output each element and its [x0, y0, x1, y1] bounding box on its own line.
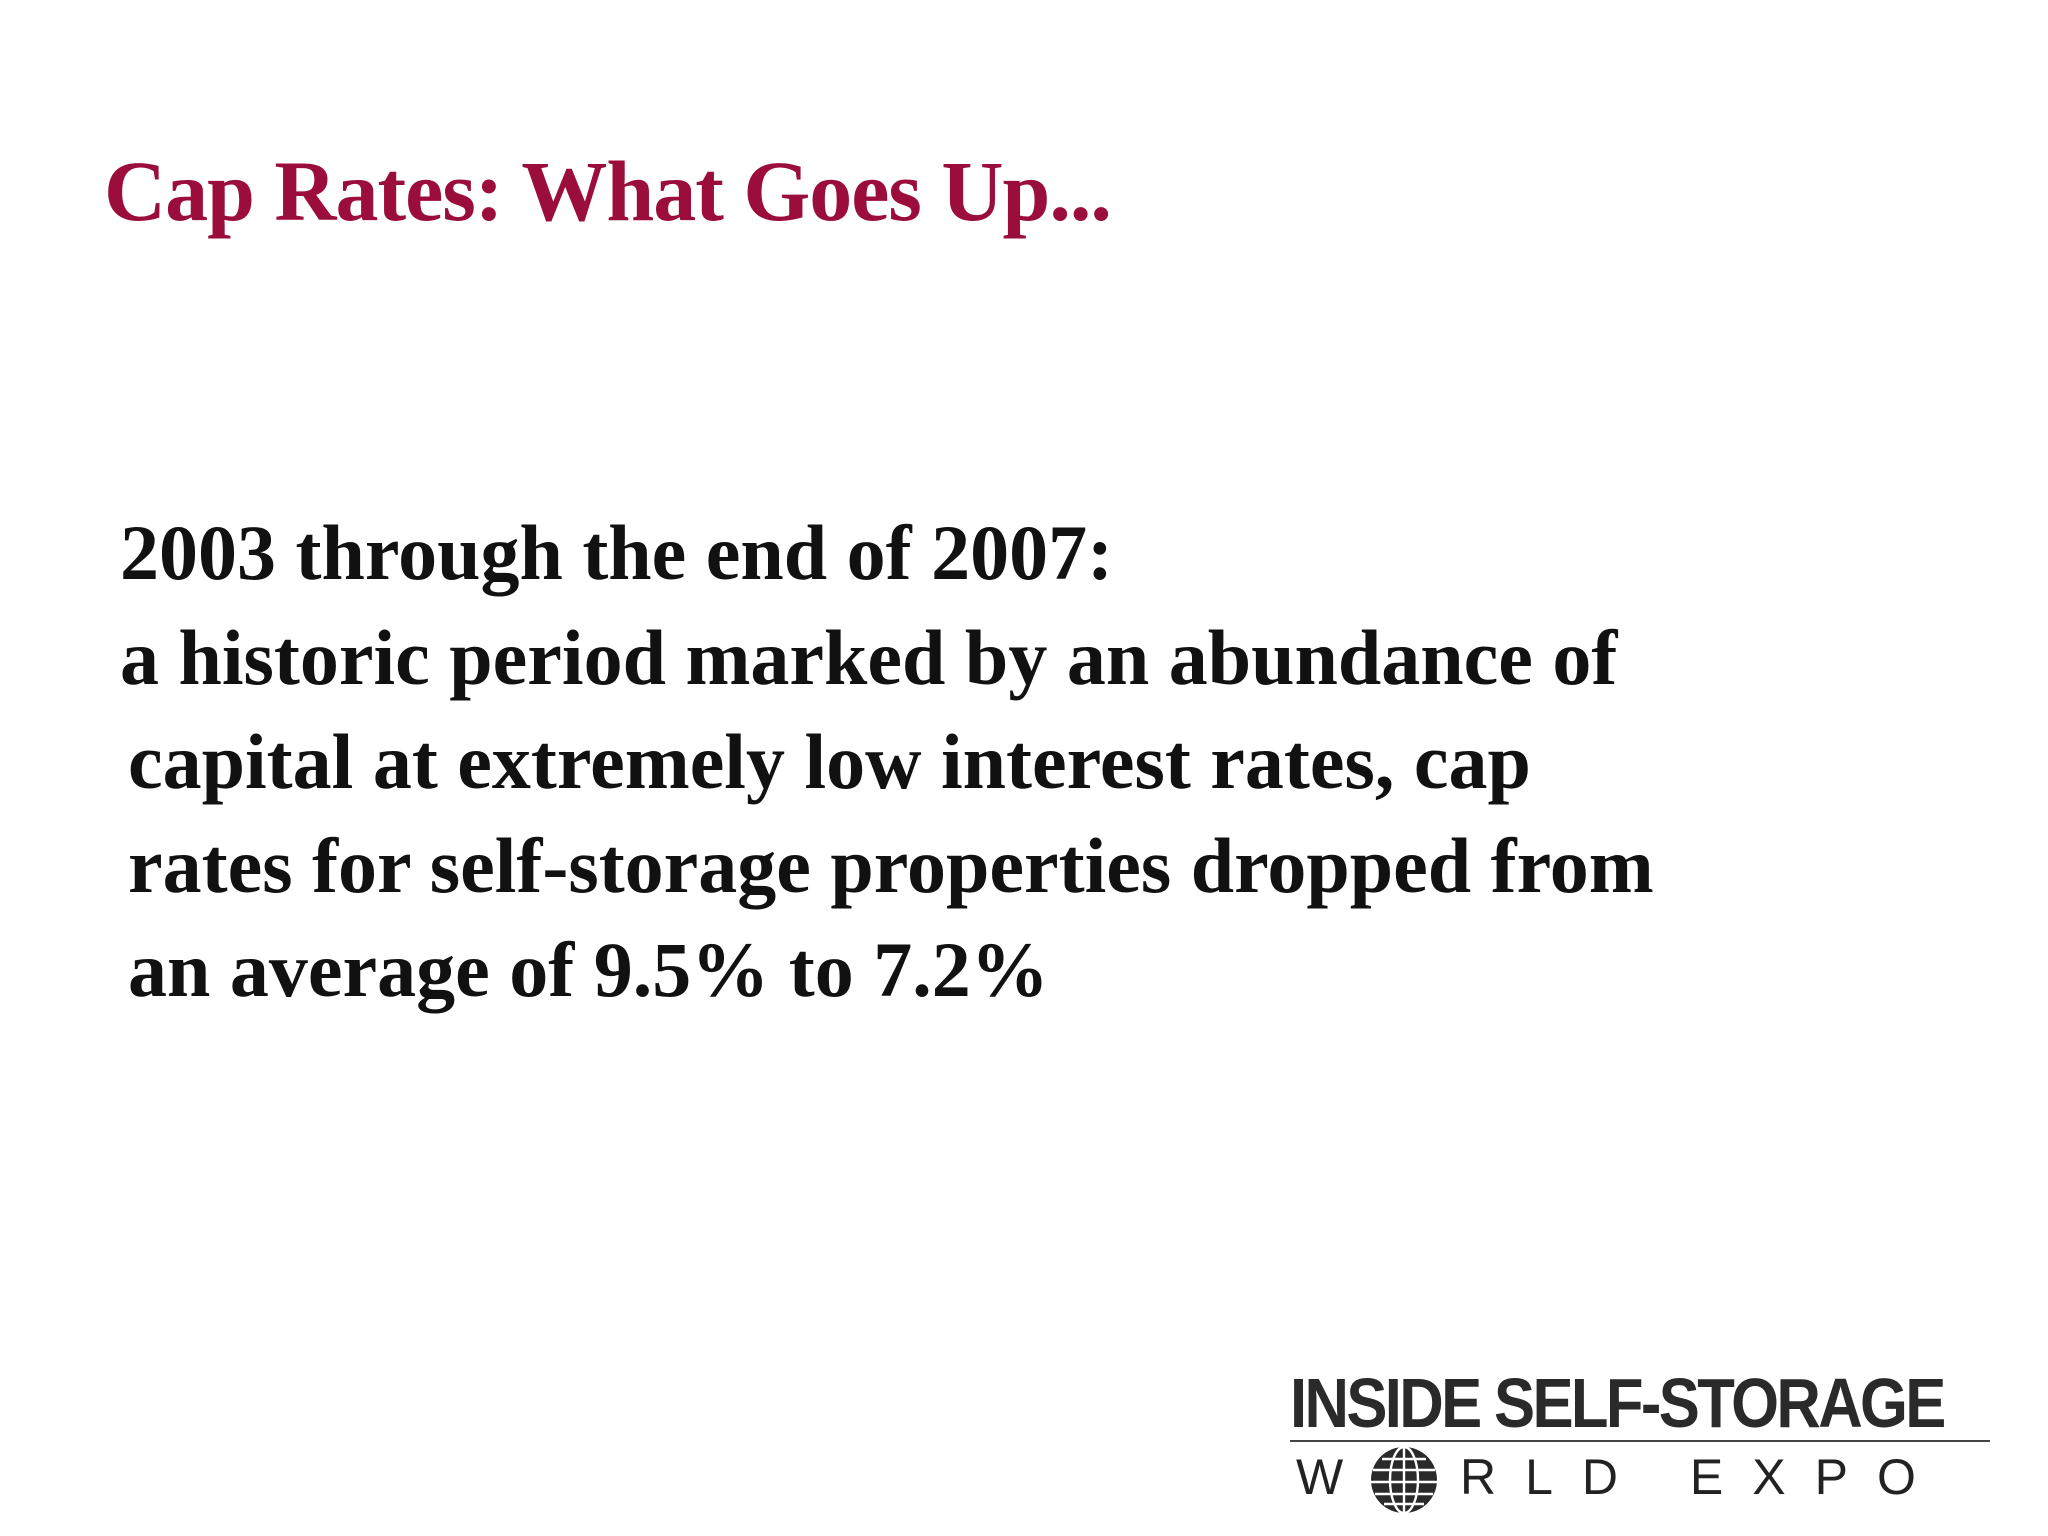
logo-wordmark-top: INSIDE SELF-STORAGE [1290, 1364, 1946, 1442]
logo-divider [1290, 1440, 1990, 1442]
slide-title: Cap Rates: What Goes Up... [104, 143, 1112, 239]
logo-letter-w: W [1296, 1449, 1344, 1505]
globe-icon [1371, 1445, 1437, 1515]
lead-line: 2003 through the end of 2007: [120, 509, 1114, 596]
logo-wordmark-bottom: W RLD EXPO [1290, 1444, 2010, 1515]
body-paragraph: a historic period marked by an abundance… [120, 606, 1920, 1022]
logo-letters-rld-expo: RLD EXPO [1460, 1449, 1945, 1505]
body-line-4: an average of 9.5% to 7.2% [128, 926, 1049, 1013]
inside-self-storage-logo: INSIDE SELF-STORAGE W RLD EXPO [1290, 1364, 2010, 1515]
body-line-2: capital at extremely low interest rates,… [128, 718, 1531, 805]
body-line-3: rates for self-storage properties droppe… [128, 822, 1654, 909]
slide-content: 2003 through the end of 2007: a historic… [120, 500, 1920, 1022]
body-line-1: a historic period marked by an abundance… [120, 614, 1618, 701]
